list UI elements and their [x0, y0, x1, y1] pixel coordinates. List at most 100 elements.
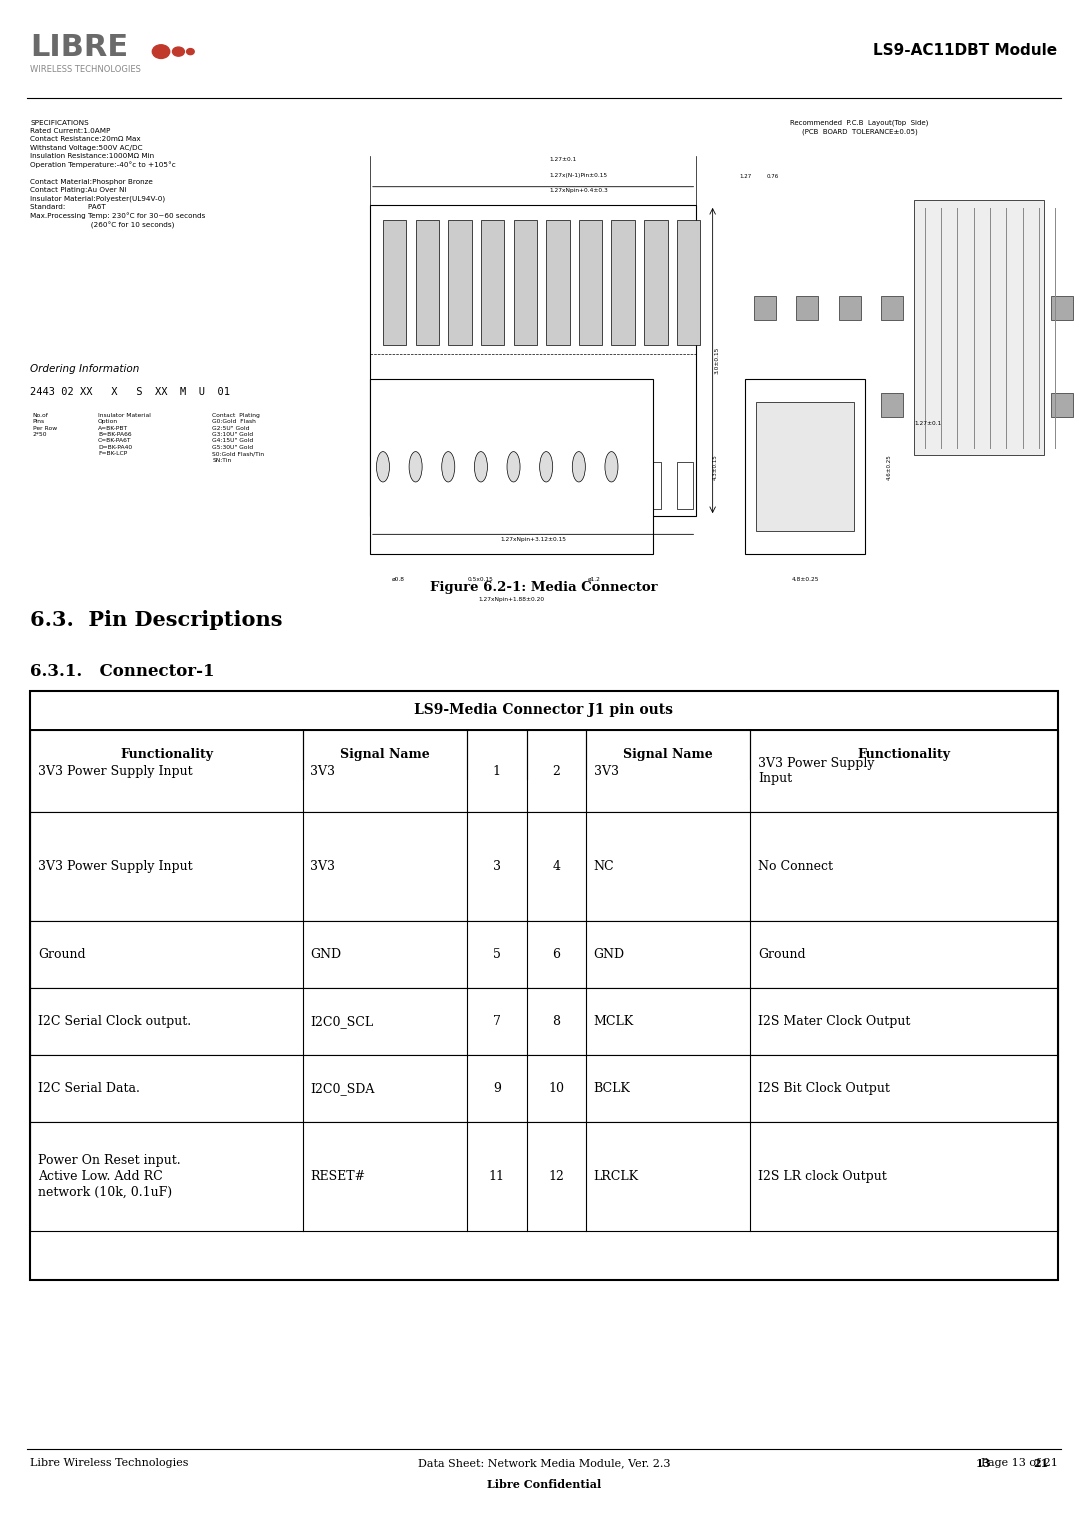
Bar	[30, 730, 1058, 812]
Text: 3: 3	[493, 861, 500, 873]
Bar	[481, 220, 505, 345]
Bar	[30, 1055, 1058, 1122]
Text: Ordering Information: Ordering Information	[30, 364, 140, 375]
Text: 1.27xNpin+3.12±0.15: 1.27xNpin+3.12±0.15	[500, 537, 566, 542]
Text: LIBRE: LIBRE	[30, 33, 128, 62]
Bar	[30, 691, 1058, 730]
Bar	[754, 393, 776, 417]
Text: I2C0_SCL: I2C0_SCL	[310, 1016, 373, 1028]
Text: Insulator Material
Option
A=BK-PBT
B=BK-PA66
C=BK-PA6T
D=BK-PA40
F=BK-LCP: Insulator Material Option A=BK-PBT B=BK-…	[98, 413, 151, 457]
Text: GND: GND	[594, 949, 625, 961]
Bar	[966, 296, 988, 320]
Text: 6.3.  Pin Descriptions: 6.3. Pin Descriptions	[30, 610, 283, 630]
Text: ø1.2: ø1.2	[588, 577, 601, 581]
Text: GND: GND	[310, 949, 342, 961]
Text: 1: 1	[493, 765, 500, 777]
Text: WIRELESS TECHNOLOGIES: WIRELESS TECHNOLOGIES	[30, 65, 141, 74]
Bar	[756, 402, 854, 531]
Text: 6.3.1.   Connector-1: 6.3.1. Connector-1	[30, 663, 215, 680]
Text: Data Sheet: Network Media Module, Ver. 2.3: Data Sheet: Network Media Module, Ver. 2…	[418, 1457, 670, 1468]
Bar	[30, 730, 1058, 779]
Text: 4.3±0.15: 4.3±0.15	[713, 454, 718, 480]
Bar	[579, 461, 595, 509]
Text: No Connect: No Connect	[758, 861, 833, 873]
Bar	[416, 220, 440, 345]
Text: Libre Wireless Technologies: Libre Wireless Technologies	[30, 1457, 189, 1468]
Text: 13: 13	[976, 1457, 991, 1469]
Bar	[966, 393, 988, 417]
Bar	[546, 220, 570, 345]
Text: 7: 7	[493, 1016, 500, 1028]
Bar	[30, 988, 1058, 1055]
Text: 0.76: 0.76	[767, 175, 779, 179]
Bar	[546, 461, 562, 509]
Ellipse shape	[540, 452, 553, 483]
Text: RESET#: RESET#	[310, 1170, 366, 1183]
Bar	[448, 461, 465, 509]
Text: I2C Serial Clock output.: I2C Serial Clock output.	[38, 1016, 191, 1028]
Bar	[1051, 296, 1073, 320]
Text: Figure 6.2-1: Media Connector: Figure 6.2-1: Media Connector	[430, 581, 658, 595]
Text: Recommended  P.C.B  Layout(Top  Side)
(PCB  BOARD  TOLERANCE±0.05): Recommended P.C.B Layout(Top Side) (PCB …	[790, 120, 929, 135]
Bar	[383, 461, 399, 509]
Bar	[30, 921, 1058, 988]
Text: I2S Mater Clock Output: I2S Mater Clock Output	[758, 1016, 911, 1028]
Text: 8: 8	[553, 1016, 560, 1028]
Text: 1.27±0.1: 1.27±0.1	[914, 420, 941, 425]
Text: LS9-AC11DBT Module: LS9-AC11DBT Module	[874, 43, 1058, 58]
Bar	[1009, 296, 1030, 320]
Ellipse shape	[152, 46, 170, 58]
Ellipse shape	[172, 47, 185, 56]
Ellipse shape	[507, 452, 520, 483]
Text: 1.27xNpin+0.4±0.3: 1.27xNpin+0.4±0.3	[549, 188, 608, 193]
Bar	[370, 205, 696, 516]
Text: 5: 5	[493, 949, 500, 961]
Ellipse shape	[474, 452, 487, 483]
Text: Contact  Plating
G0:Gold  Flash
G2:5U" Gold
G3:10U" Gold
G4:15U" Gold
G5:30U" Go: Contact Plating G0:Gold Flash G2:5U" Gol…	[212, 413, 264, 463]
Text: Functionality: Functionality	[857, 748, 951, 761]
Text: 6: 6	[553, 949, 560, 961]
Bar	[611, 461, 628, 509]
Text: BCLK: BCLK	[594, 1082, 631, 1094]
Bar	[881, 393, 903, 417]
Bar	[481, 461, 497, 509]
Bar	[30, 1122, 1058, 1231]
Text: Libre Confidential: Libre Confidential	[486, 1479, 602, 1491]
Text: 10: 10	[548, 1082, 565, 1094]
Text: 4: 4	[553, 861, 560, 873]
Text: Signal Name: Signal Name	[339, 748, 430, 761]
Text: 1.27: 1.27	[740, 175, 752, 179]
Text: 3V3 Power Supply
Input: 3V3 Power Supply Input	[758, 757, 875, 785]
Text: I2C Serial Data.: I2C Serial Data.	[38, 1082, 140, 1094]
Text: Page 13 of 21: Page 13 of 21	[980, 1457, 1058, 1468]
Text: No.of
Pins
Per Row
2*50: No.of Pins Per Row 2*50	[33, 413, 57, 437]
Text: LS9-Media Connector J1 pin outs: LS9-Media Connector J1 pin outs	[415, 703, 673, 718]
Ellipse shape	[409, 452, 422, 483]
Bar	[839, 393, 861, 417]
Bar	[914, 200, 1044, 455]
Bar	[644, 461, 660, 509]
Bar	[579, 220, 603, 345]
Text: 11: 11	[489, 1170, 505, 1183]
Text: 1.27±0.1: 1.27±0.1	[549, 158, 577, 162]
Text: 3V3: 3V3	[594, 765, 619, 777]
Text: SPECIFICATIONS
Rated Current:1.0AMP
Contact Resistance:20mΩ Max
Withstand Voltag: SPECIFICATIONS Rated Current:1.0AMP Cont…	[30, 120, 206, 229]
Bar	[448, 220, 472, 345]
Text: Functionality: Functionality	[120, 748, 213, 761]
Text: 4.6±0.25: 4.6±0.25	[887, 454, 892, 480]
Bar	[644, 220, 668, 345]
Text: 21: 21	[1034, 1457, 1049, 1469]
Text: ø0.8: ø0.8	[392, 577, 405, 581]
Ellipse shape	[605, 452, 618, 483]
Text: 2443 02 XX   X   S  XX  M  U  01: 2443 02 XX X S XX M U 01	[30, 387, 231, 398]
Bar	[881, 296, 903, 320]
Bar	[677, 220, 701, 345]
Bar	[796, 296, 818, 320]
Ellipse shape	[187, 49, 194, 55]
Ellipse shape	[572, 452, 585, 483]
Text: 12: 12	[548, 1170, 565, 1183]
Text: MCLK: MCLK	[594, 1016, 634, 1028]
Bar	[514, 220, 537, 345]
Text: 3.0±0.15: 3.0±0.15	[715, 346, 720, 375]
Text: I2S LR clock Output: I2S LR clock Output	[758, 1170, 887, 1183]
